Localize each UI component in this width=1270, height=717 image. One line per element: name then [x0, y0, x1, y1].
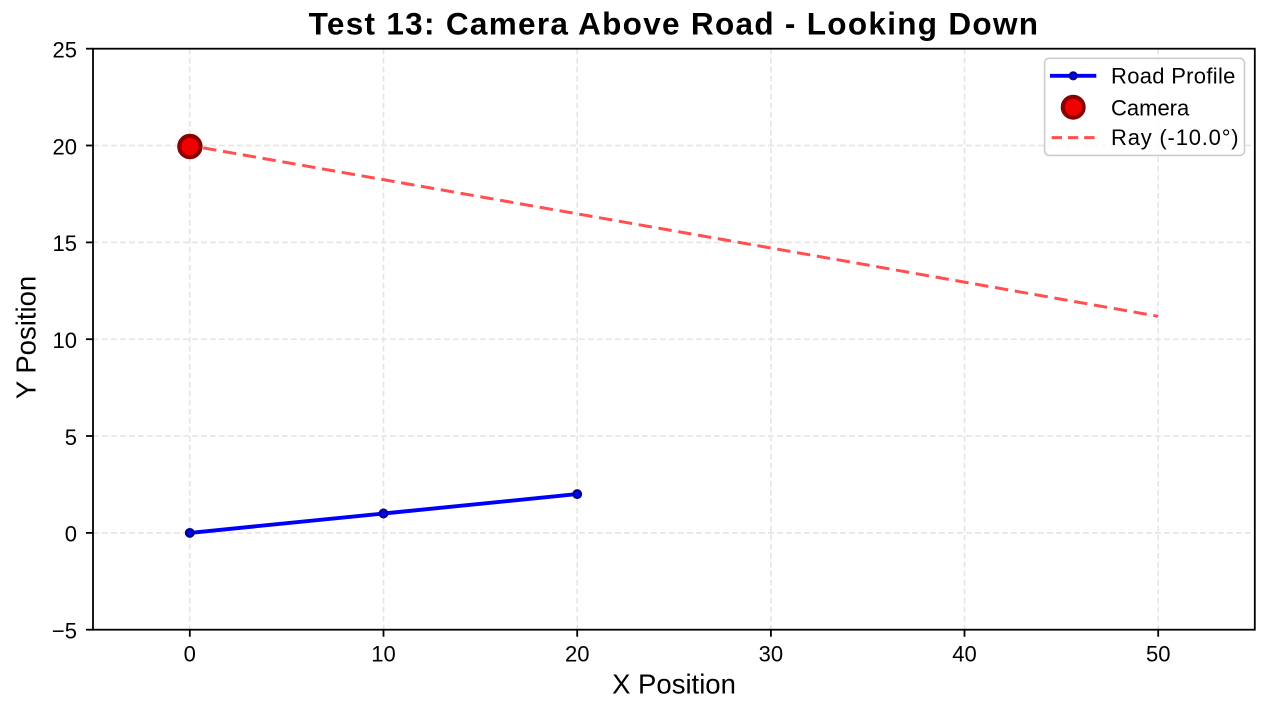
svg-text:Road Profile: Road Profile	[1111, 63, 1236, 88]
svg-text:5: 5	[65, 425, 77, 450]
svg-text:0: 0	[65, 522, 77, 547]
svg-text:15: 15	[53, 231, 77, 256]
svg-text:10: 10	[371, 642, 395, 667]
svg-text:40: 40	[952, 642, 976, 667]
svg-text:50: 50	[1146, 642, 1170, 667]
svg-text:20: 20	[53, 134, 77, 159]
svg-text:X Position: X Position	[612, 669, 736, 700]
svg-text:0: 0	[184, 642, 196, 667]
svg-text:10: 10	[53, 328, 77, 353]
svg-text:−5: −5	[52, 619, 77, 644]
svg-text:Camera: Camera	[1111, 95, 1190, 120]
svg-text:Test 13: Camera Above Road - L: Test 13: Camera Above Road - Looking Dow…	[309, 6, 1040, 42]
svg-text:Ray (-10.0°): Ray (-10.0°)	[1111, 125, 1239, 150]
svg-text:20: 20	[565, 642, 589, 667]
svg-text:Y Position: Y Position	[11, 276, 42, 399]
svg-text:30: 30	[759, 642, 783, 667]
svg-text:25: 25	[53, 38, 77, 63]
